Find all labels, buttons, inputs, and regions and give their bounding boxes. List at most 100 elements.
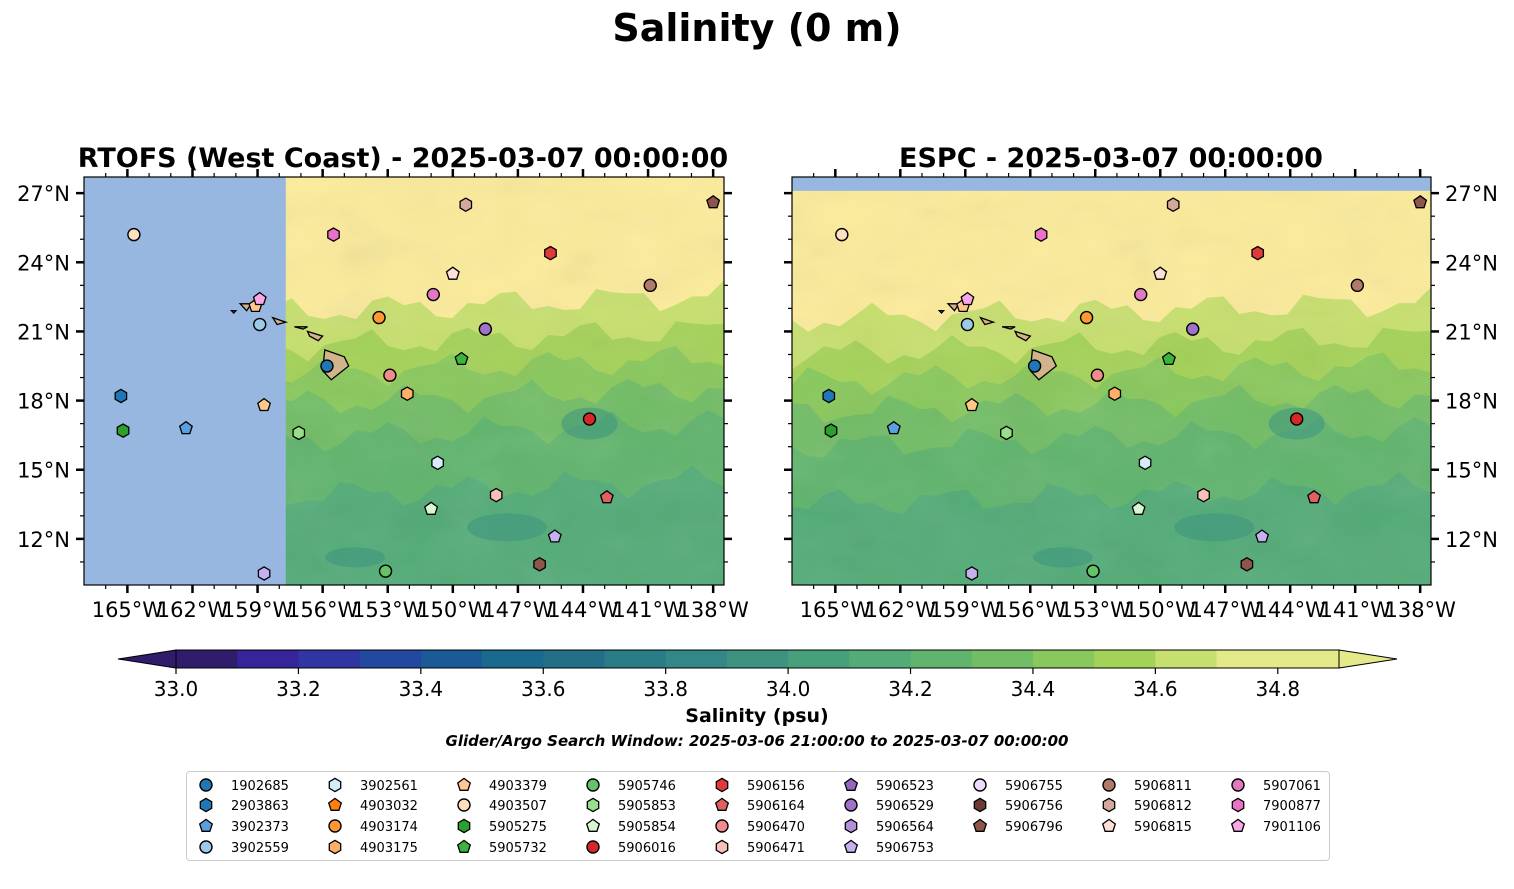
float-marker-4903174 xyxy=(1079,310,1094,325)
colorbar-tick-label: 33.6 xyxy=(521,677,566,701)
legend-label: 5906523 xyxy=(876,779,934,794)
panel-title-rtofs: RTOFS (West Coast) - 2025-03-07 00:00:00 xyxy=(78,143,728,174)
colorbar: 33.0 33.2 33.4 33.6 33.8 34.0 34.2 34.4 34.6 34.8 xyxy=(117,649,1398,701)
float-marker-5905853 xyxy=(292,425,306,441)
field-eddy xyxy=(1174,513,1255,542)
panel-title-espc: ESPC - 2025-03-07 00:00:00 xyxy=(899,143,1323,174)
float-marker-7901106 xyxy=(252,291,267,306)
colorbar-segment xyxy=(359,650,422,668)
float-marker-4903175 xyxy=(400,386,414,402)
legend-marker-5906753 xyxy=(843,839,859,853)
x-tick-label: 138°W xyxy=(1384,598,1456,622)
float-marker-3902373 xyxy=(886,420,901,435)
colorbar-segment xyxy=(665,650,728,668)
float-marker-extra-orange-pent xyxy=(257,397,272,412)
legend-marker-5906016 xyxy=(586,840,600,854)
float-marker-5906016 xyxy=(582,412,597,426)
legend-marker-5905732 xyxy=(456,839,472,853)
y-tick-label: 12°N xyxy=(1445,528,1498,552)
legend-marker-5906523 xyxy=(843,777,859,791)
colorbar-segment xyxy=(420,650,483,668)
float-marker-5907061 xyxy=(1134,287,1148,302)
colorbar-segment xyxy=(482,650,544,668)
colorbar-segment xyxy=(971,650,1034,668)
float-marker-5906812 xyxy=(1166,197,1180,213)
float-marker-5906796 xyxy=(706,194,721,209)
island-outline xyxy=(294,326,308,330)
colorbar-segment xyxy=(910,650,973,668)
x-tick-label: 162°W xyxy=(865,598,937,622)
float-marker-2903863 xyxy=(114,388,128,404)
x-tick-label: 153°W xyxy=(1060,598,1132,622)
legend-label: 5906812 xyxy=(1134,799,1192,814)
float-marker-5905746 xyxy=(1086,564,1100,578)
legend-label: 5906755 xyxy=(1005,779,1063,794)
float-marker-5906164 xyxy=(599,489,614,504)
legend-marker-5906564 xyxy=(844,818,858,834)
x-tick-label: 150°W xyxy=(1125,598,1197,622)
float-marker-5905746 xyxy=(378,564,393,578)
float-marker-5905732 xyxy=(454,351,469,366)
colorbar-tick-label: 33.0 xyxy=(154,677,199,701)
x-tick-label: 165°W xyxy=(800,598,872,622)
panel-frame xyxy=(791,176,1432,586)
y-tick-label: 21°N xyxy=(17,320,70,344)
float-marker-extra-lavender xyxy=(257,566,271,581)
legend-marker-4903507 xyxy=(457,798,471,812)
float-marker-7900877 xyxy=(327,227,340,242)
colorbar-tick-label: 34.6 xyxy=(1133,677,1178,701)
colorbar-extend-low xyxy=(117,649,177,669)
float-marker-7901106 xyxy=(960,291,975,306)
y-tick-label: 18°N xyxy=(1445,390,1498,414)
legend-label: 4903507 xyxy=(489,799,547,814)
x-tick-label: 147°W xyxy=(482,598,554,622)
float-marker-5905854 xyxy=(1131,501,1146,515)
x-tick-label: 165°W xyxy=(92,598,164,622)
float-marker-5906529 xyxy=(478,322,493,336)
colorbar-segment xyxy=(726,650,789,668)
legend-label: 5907061 xyxy=(1263,779,1321,794)
legend-marker-5906796 xyxy=(972,818,988,832)
float-marker-3902559 xyxy=(960,317,975,332)
colorbar-segment xyxy=(1032,650,1095,668)
x-tick-label: 156°W xyxy=(995,598,1067,622)
float-marker-5905853 xyxy=(1000,425,1013,441)
legend-marker-4903379 xyxy=(456,777,472,791)
float-marker-5906470 xyxy=(1090,368,1105,382)
float-marker-extra-brown xyxy=(1240,556,1254,572)
legend-label: 5906815 xyxy=(1134,820,1192,835)
float-marker-4903174 xyxy=(372,310,386,325)
colorbar-segment xyxy=(604,650,667,668)
nodata-region xyxy=(792,177,1431,191)
x-tick-label: 144°W xyxy=(1255,598,1327,622)
legend-marker-2903863 xyxy=(199,797,213,813)
legend-marker-5906756 xyxy=(973,797,987,813)
float-marker-1902685 xyxy=(320,359,334,373)
float-marker-extra-orange-pent xyxy=(964,397,979,412)
legend-marker-5905746 xyxy=(586,778,600,792)
float-marker-5906471 xyxy=(489,487,503,503)
float-marker-3902373 xyxy=(178,420,193,435)
legend-label: 5906529 xyxy=(876,799,934,814)
colorbar-segment xyxy=(788,650,850,668)
legend-marker-7900877 xyxy=(1231,797,1245,813)
float-marker-5906815 xyxy=(445,266,460,280)
colorbar-extend-high xyxy=(1338,649,1398,669)
float-marker-5905275 xyxy=(116,423,130,438)
colorbar-tick-label: 34.4 xyxy=(1011,677,1056,701)
island-outline xyxy=(229,310,238,314)
float-marker-5906156 xyxy=(1251,245,1265,261)
legend-marker-3902373 xyxy=(198,818,214,832)
float-marker-extra-brown xyxy=(533,556,546,572)
legend-label: 5906470 xyxy=(747,820,805,835)
island-outline xyxy=(937,310,946,314)
island-outline xyxy=(946,303,960,312)
colorbar-tick-label: 33.2 xyxy=(276,677,321,701)
legend-label: 5906753 xyxy=(876,841,934,856)
float-marker-5906529 xyxy=(1186,322,1200,336)
legend-marker-5906812 xyxy=(1102,797,1116,813)
float-marker-7900877 xyxy=(1034,227,1048,242)
legend-marker-1902685 xyxy=(199,778,213,792)
colorbar-tick-label: 34.0 xyxy=(766,677,811,701)
y-tick-label: 24°N xyxy=(1445,251,1498,275)
